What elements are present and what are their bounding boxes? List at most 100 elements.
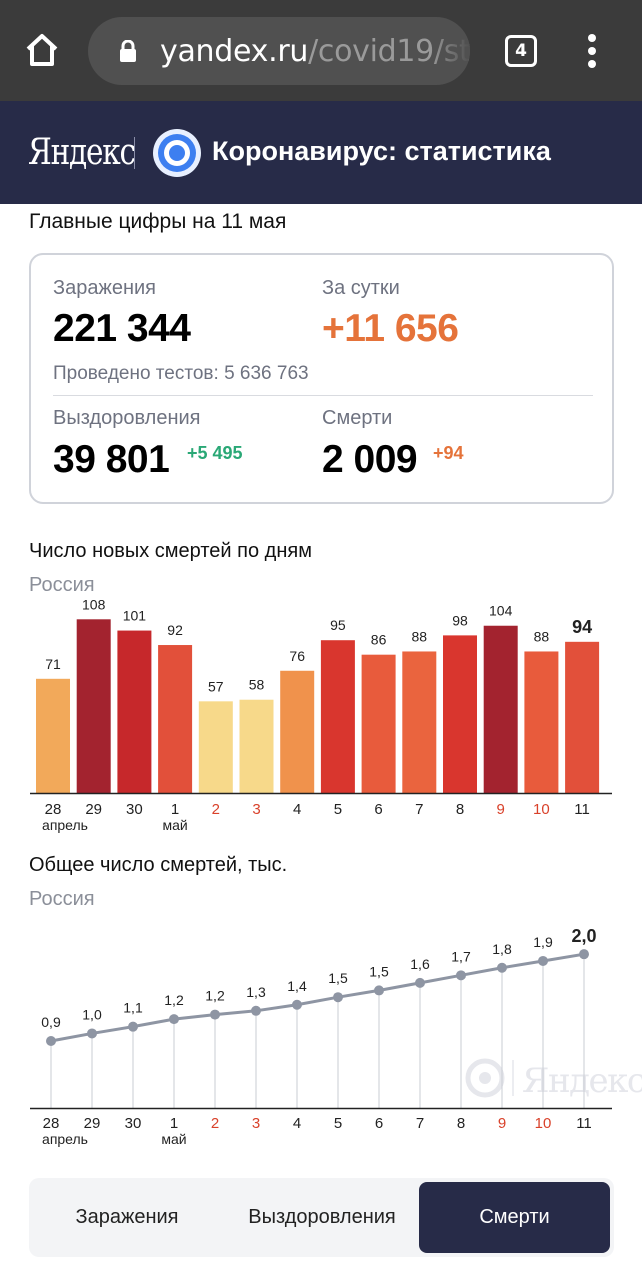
x-tick-9: 9 (497, 801, 505, 818)
x-tick-29: 29 (84, 1115, 101, 1132)
month-label-апрель: апрель (42, 1131, 88, 1147)
deaths-label: Смерти (322, 407, 393, 429)
total-deaths-chart-subtitle: Россия (29, 888, 95, 910)
recoveries-value: 39 801 (53, 438, 170, 481)
x-tick-11: 11 (574, 801, 590, 818)
bar-value-label-6: 86 (371, 632, 387, 648)
point-label-5: 1,5 (328, 970, 348, 986)
bar-9 (483, 625, 518, 793)
month-label-май: май (162, 817, 187, 833)
point-1 (169, 1014, 179, 1025)
point-label-10: 1,9 (533, 934, 553, 950)
point-label-6: 1,5 (369, 963, 389, 979)
point-29 (87, 1028, 97, 1039)
x-tick-3: 3 (252, 1115, 260, 1132)
yandex-watermark: Яндекс (465, 1058, 642, 1101)
point-label-3: 1,3 (246, 984, 266, 1000)
point-label-30: 1,1 (123, 1000, 143, 1016)
total-deaths-line-chart: Яндекс 0,9 28 1,0 29 1,1 30 1,2 1 1,2 2 1,3 3 1,4 4 1,5… (30, 926, 642, 1147)
x-tick-1: 1 (170, 1115, 178, 1132)
point-label-8: 1,7 (451, 948, 471, 964)
bar-6 (361, 654, 396, 793)
kebab-menu-icon[interactable] (582, 34, 602, 70)
point-11 (579, 949, 589, 960)
x-tick-3: 3 (252, 801, 260, 818)
point-5 (333, 992, 343, 1003)
bar-28 (36, 678, 70, 793)
point-label-29: 1,0 (82, 1006, 102, 1022)
point-28 (46, 1036, 56, 1046)
daily-deaths-chart-title: Число новых смертей по дням (29, 540, 312, 562)
url-text: yandex.ru/covid19/st (160, 34, 470, 69)
bar-value-label-4: 76 (289, 648, 305, 664)
bar-2 (198, 701, 233, 793)
watermark-text: Яндекс (522, 1061, 642, 1101)
x-tick-8: 8 (457, 1115, 465, 1132)
bar-value-label-28: 71 (45, 656, 61, 672)
tab-switcher-button[interactable]: 4 (505, 35, 537, 67)
x-tick-7: 7 (415, 801, 423, 818)
x-tick-28: 28 (45, 801, 62, 818)
x-tick-5: 5 (334, 801, 342, 818)
month-label-май: май (161, 1131, 186, 1147)
point-label-9: 1,8 (492, 941, 512, 957)
x-tick-10: 10 (535, 1115, 552, 1132)
x-tick-7: 7 (416, 1115, 424, 1132)
x-tick-11: 11 (576, 1115, 592, 1132)
x-tick-4: 4 (293, 801, 301, 818)
recoveries-delta: +5 495 (187, 443, 243, 463)
tab-deaths[interactable]: Смерти (419, 1182, 610, 1253)
deaths-value: 2 009 (322, 438, 418, 481)
infections-value: 221 344 (53, 307, 191, 350)
point-label-2: 1,2 (205, 988, 225, 1004)
daily-deaths-chart-subtitle: Россия (29, 574, 95, 596)
site-header: Яндекс Коронавирус: статистика (0, 101, 642, 204)
bar-7 (402, 651, 437, 793)
series-line (50, 952, 585, 1043)
point-2 (210, 1009, 220, 1020)
tests-count: Проведено тестов: 5 636 763 (53, 363, 309, 384)
daily-value: +11 656 (322, 307, 459, 350)
x-tick-6: 6 (375, 1115, 383, 1132)
point-3 (251, 1005, 261, 1016)
daily-deaths-bar-chart: 7128108291013092157258376495586688798810… (30, 600, 612, 833)
x-tick-28: 28 (43, 1115, 60, 1132)
point-label-4: 1,4 (287, 978, 307, 994)
point-10 (538, 955, 548, 966)
page-title: Коронавирус: статистика (212, 136, 551, 166)
card-divider (53, 395, 593, 396)
bar-29 (76, 619, 111, 793)
month-label-апрель: апрель (42, 817, 88, 833)
total-deaths-chart-title: Общее число смертей, тыс. (29, 854, 288, 876)
summary-heading: Главные цифры на 11 мая (29, 210, 287, 233)
point-30 (128, 1021, 138, 1032)
x-tick-10: 10 (533, 801, 550, 818)
bar-5 (320, 640, 355, 793)
infections-label: Заражения (53, 277, 156, 299)
point-label-1: 1,2 (164, 992, 184, 1008)
tab-recoveries[interactable]: Выздоровления (248, 1206, 396, 1228)
bar-value-label-1: 92 (167, 622, 183, 638)
x-tick-8: 8 (456, 801, 464, 818)
logo-divider (134, 137, 135, 169)
x-tick-30: 30 (126, 801, 143, 818)
bar-value-label-3: 58 (249, 677, 265, 693)
point-9 (497, 962, 507, 973)
bar-1 (158, 645, 193, 793)
tab-infections[interactable]: Заражения (75, 1206, 179, 1228)
bar-value-label-30: 101 (123, 608, 147, 624)
yandex-logo[interactable]: Яндекс (28, 132, 136, 173)
daily-label: За сутки (322, 277, 400, 299)
home-icon[interactable] (22, 30, 62, 70)
bar-11 (565, 641, 600, 793)
x-tick-29: 29 (85, 801, 102, 818)
deaths-delta: +94 (433, 443, 464, 463)
metric-tabs: Заражения Выздоровления Смерти (29, 1178, 614, 1257)
bar-10 (524, 651, 559, 793)
point-label-11: 2,0 (571, 926, 596, 946)
point-8 (456, 970, 466, 981)
bar-value-label-5: 95 (330, 617, 346, 633)
bar-value-label-2: 57 (208, 678, 224, 694)
address-bar[interactable]: yandex.ru/covid19/st (88, 17, 470, 85)
stats-card: Заражения 221 344 За сутки +11 656 Прове… (29, 253, 614, 504)
